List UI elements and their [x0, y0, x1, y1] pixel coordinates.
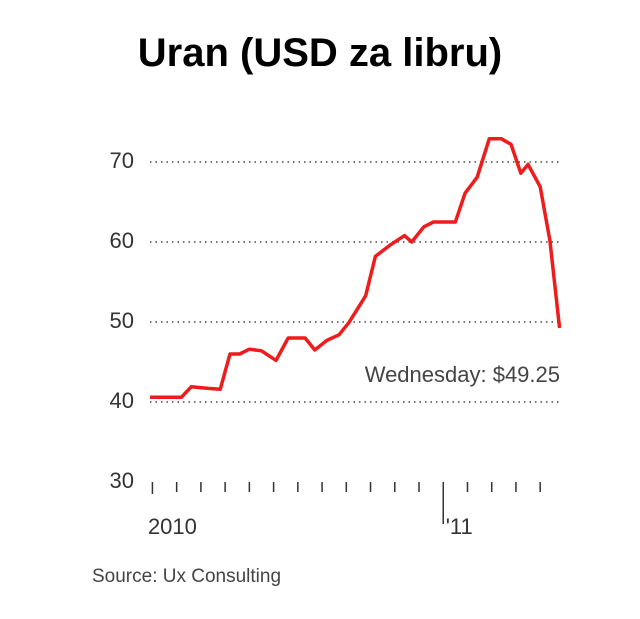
chart-title: Uran (USD za libru) [138, 31, 502, 75]
y-tick-label: 60 [110, 228, 134, 253]
y-tick-label: 70 [110, 148, 134, 173]
y-tick-label: 30 [110, 468, 134, 493]
y-tick-label: 40 [110, 388, 134, 413]
y-tick-label: 50 [110, 308, 134, 333]
source: Source: Ux Consulting [92, 566, 281, 587]
annotation: Wednesday: $49.25 [365, 362, 560, 387]
x-tick-label: 2010 [148, 514, 197, 539]
line [150, 137, 562, 399]
x-tick-label: '11 [446, 514, 473, 539]
